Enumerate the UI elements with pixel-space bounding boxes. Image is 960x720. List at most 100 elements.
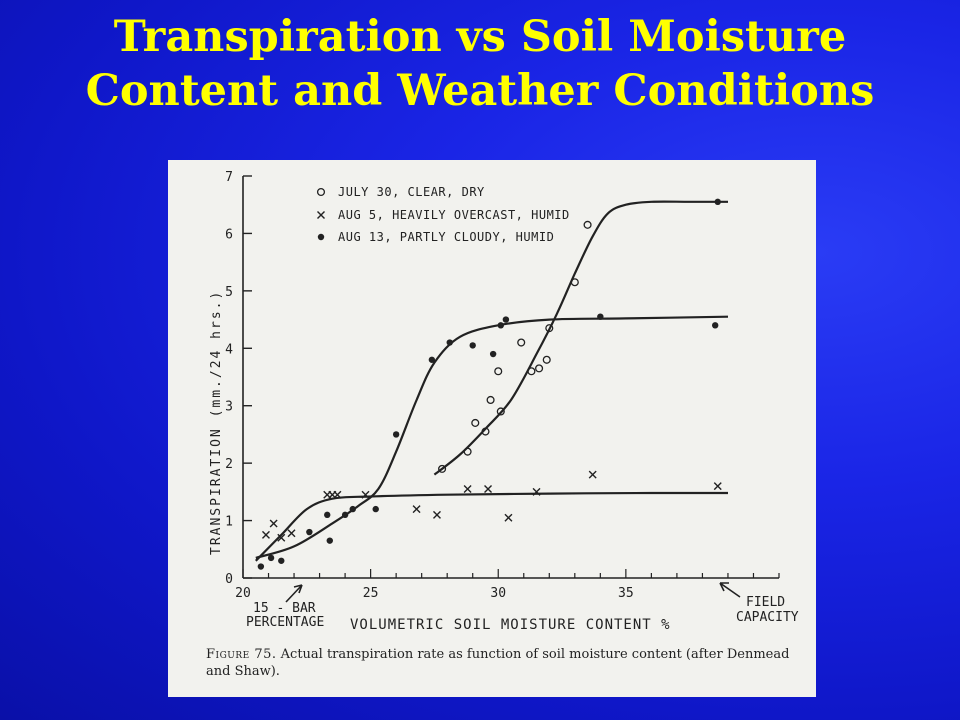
point-july-30 (486, 395, 495, 405)
point-july-30 (438, 464, 447, 473)
legend-label-july-30: JULY 30, CLEAR, DRY (338, 185, 485, 199)
x-stroke (588, 470, 597, 479)
point-aug-13 (497, 322, 504, 329)
y-tick-label: 0 (225, 572, 233, 587)
point-july-30 (494, 367, 503, 376)
y-tick-label: 7 (225, 170, 233, 185)
y-tick-label: 4 (225, 342, 233, 357)
point-july-30 (542, 355, 551, 364)
point-aug-13 (341, 511, 349, 519)
point-aug-5 (463, 484, 472, 493)
point-aug-5 (269, 519, 278, 528)
arrow-15-bar (285, 584, 303, 603)
point-july-30 (527, 367, 536, 376)
y-axis-label: TRANSPIRATION (mm./24 hrs.) (209, 290, 224, 555)
x-tick-label: 25 (363, 586, 379, 601)
point-aug-13 (324, 511, 331, 519)
point-july-30 (517, 338, 526, 347)
x-stroke (333, 490, 342, 499)
figure-caption: Figure 75. Actual transpiration rate as … (206, 646, 806, 680)
y-tick-label: 6 (225, 227, 233, 242)
annotation-field-capacity-line-2: CAPACITY (736, 610, 799, 625)
x-tick-label: 35 (618, 586, 634, 601)
x-stroke (269, 519, 278, 528)
slide-title-line-2: Content and Weather Conditions (85, 66, 875, 116)
x-stroke (504, 513, 513, 522)
point-aug-13 (428, 356, 436, 363)
figure-caption-text: Actual transpiration rate as function of… (206, 647, 790, 679)
point-july-30 (481, 427, 490, 436)
point-aug-13 (257, 563, 265, 570)
point-aug-13 (372, 505, 379, 513)
point-aug-13 (489, 350, 497, 358)
x-stroke (484, 484, 493, 493)
x-stroke (463, 484, 472, 493)
point-aug-5 (333, 490, 342, 499)
point-july-30 (535, 364, 544, 373)
point-aug-13 (326, 537, 333, 544)
arrow-field-capacity (719, 582, 741, 598)
legend-marker-aug-13 (317, 233, 325, 241)
point-aug-13 (469, 342, 476, 349)
figure-caption-lead: Figure 75. (206, 647, 277, 662)
x-stroke (287, 529, 296, 538)
transpiration-chart: 0 1 2 3 4 5 6 7 20 25 30 35 JULY 30, CLEAR, DRY AUG … (209, 170, 799, 633)
point-aug-13 (392, 431, 400, 438)
legend-marker-july-30 (316, 187, 326, 197)
chart-axes: 0 1 2 3 4 5 6 7 20 25 30 35 (225, 170, 780, 601)
y-tick-label: 2 (225, 457, 233, 472)
point-aug-13 (306, 528, 313, 536)
chart-legend: JULY 30, CLEAR, DRY AUG 5, HEAVILY OVERCA… (316, 185, 570, 244)
legend-label-aug-5: AUG 5, HEAVILY OVERCAST, HUMID (338, 208, 570, 222)
point-aug-5 (713, 482, 722, 491)
y-tick-label: 5 (225, 285, 233, 300)
point-aug-13 (597, 313, 604, 320)
x-stroke (432, 510, 441, 519)
y-tick-label: 1 (225, 515, 233, 530)
curve-aug-13 (255, 315, 729, 559)
point-july-30 (496, 407, 505, 416)
curve-aug-5 (255, 491, 729, 562)
point-aug-5 (277, 533, 286, 542)
legend-label-aug-13: AUG 13, PARTLY CLOUDY, HUMID (338, 230, 554, 244)
chart-curves (255, 200, 729, 562)
annotation-15-bar-line-1: 15 - BAR (253, 601, 316, 616)
chart-marks (257, 198, 722, 570)
x-stroke (361, 490, 370, 499)
x-stroke (317, 211, 325, 219)
x-stroke (261, 530, 270, 539)
annotation-15-bar-line-2: PERCENTAGE (246, 615, 324, 630)
point-aug-5 (588, 470, 597, 479)
point-july-30 (463, 447, 472, 456)
point-july-30 (471, 418, 480, 427)
slide-title-line-1: Transpiration vs Soil Moisture (113, 12, 847, 62)
point-aug-13 (711, 322, 719, 329)
slide-title: Transpiration vs Soil Moisture Content a… (0, 10, 960, 118)
point-aug-13 (446, 339, 453, 346)
point-aug-5 (412, 505, 421, 514)
x-stroke (532, 487, 541, 496)
point-aug-13 (349, 505, 356, 513)
annotation-field-capacity-line-1: FIELD (746, 595, 785, 610)
point-july-30 (545, 324, 554, 333)
x-stroke (713, 482, 722, 491)
x-stroke (412, 505, 421, 514)
point-aug-5 (261, 530, 270, 539)
point-july-30 (583, 220, 592, 229)
y-tick-label: 3 (225, 400, 233, 415)
x-tick-label: 30 (490, 586, 506, 601)
point-aug-5 (432, 510, 441, 519)
figure-panel: 0 1 2 3 4 5 6 7 20 25 30 35 JULY 30, CLEAR, DRY AUG … (168, 160, 816, 697)
point-july-30-end (714, 198, 721, 206)
legend-marker-aug-5 (317, 211, 325, 219)
point-aug-13 (267, 554, 275, 562)
x-stroke (277, 533, 286, 542)
point-july-30 (570, 278, 579, 287)
x-axis-label: VOLUMETRIC SOIL MOISTURE CONTENT % (350, 617, 671, 633)
point-aug-5 (287, 529, 296, 538)
x-tick-label: 20 (235, 586, 251, 601)
point-aug-5 (504, 513, 513, 522)
point-aug-5 (484, 484, 493, 493)
point-aug-13 (502, 316, 510, 323)
point-aug-13 (278, 557, 285, 564)
